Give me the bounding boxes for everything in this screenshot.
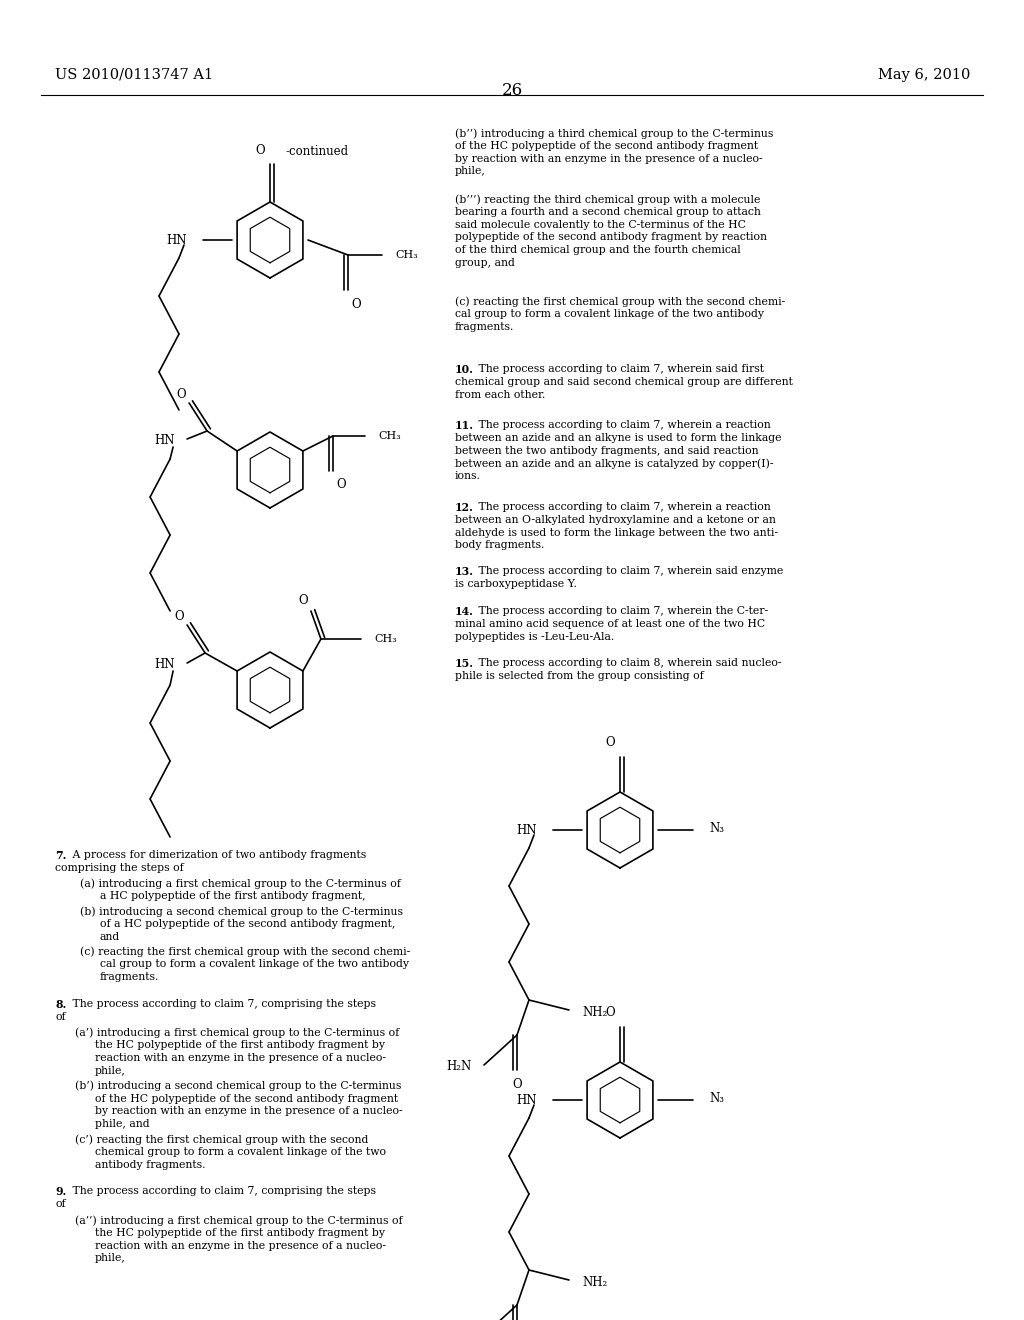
Text: bearing a fourth and a second chemical group to attach: bearing a fourth and a second chemical g… [455,207,761,216]
Text: (c) reacting the first chemical group with the second chemi-: (c) reacting the first chemical group wi… [80,946,411,957]
Text: body fragments.: body fragments. [455,540,545,550]
Text: (c’) reacting the first chemical group with the second: (c’) reacting the first chemical group w… [75,1134,369,1144]
Text: between an azide and an alkyne is used to form the linkage: between an azide and an alkyne is used t… [455,433,781,442]
Text: phile,: phile, [95,1254,126,1263]
Text: (b) introducing a second chemical group to the C-terminus: (b) introducing a second chemical group … [80,907,403,917]
Text: HN: HN [155,434,175,447]
Text: comprising the steps of: comprising the steps of [55,863,183,873]
Text: O: O [512,1077,522,1090]
Text: (b’’) introducing a third chemical group to the C-terminus: (b’’) introducing a third chemical group… [455,128,773,139]
Text: CH₃: CH₃ [374,634,396,644]
Text: fragments.: fragments. [455,322,514,331]
Text: of the HC polypeptide of the second antibody fragment: of the HC polypeptide of the second anti… [455,141,758,150]
Text: 8.: 8. [55,999,67,1010]
Text: and: and [100,932,120,941]
Text: phile, and: phile, and [95,1119,150,1129]
Text: minal amino acid sequence of at least one of the two HC: minal amino acid sequence of at least on… [455,619,765,628]
Text: N₃: N₃ [709,1092,724,1105]
Text: fragments.: fragments. [100,973,160,982]
Text: HN: HN [516,824,537,837]
Text: The process according to claim 7, wherein the C-ter-: The process according to claim 7, wherei… [475,606,768,616]
Text: The process according to claim 7, comprising the steps: The process according to claim 7, compri… [69,1187,376,1196]
Text: O: O [351,297,360,310]
Text: The process according to claim 7, wherein said enzyme: The process according to claim 7, wherei… [475,566,783,576]
Text: aldehyde is used to form the linkage between the two anti-: aldehyde is used to form the linkage bet… [455,528,778,537]
Text: said molecule covalently to the C-terminus of the HC: said molecule covalently to the C-termin… [455,219,745,230]
Text: is carboxypeptidase Y.: is carboxypeptidase Y. [455,578,577,589]
Text: 14.: 14. [455,606,474,616]
Text: H₂N: H₂N [446,1060,472,1073]
Text: HN: HN [516,1093,537,1106]
Text: The process according to claim 7, comprising the steps: The process according to claim 7, compri… [69,999,376,1008]
Text: (b’’’) reacting the third chemical group with a molecule: (b’’’) reacting the third chemical group… [455,194,761,205]
Text: HN: HN [167,234,187,247]
Text: the HC polypeptide of the first antibody fragment by: the HC polypeptide of the first antibody… [95,1228,385,1238]
Text: antibody fragments.: antibody fragments. [95,1159,206,1170]
Text: The process according to claim 7, wherein a reaction: The process according to claim 7, wherei… [475,420,771,430]
Text: 7.: 7. [55,850,67,861]
Text: group, and: group, and [455,257,515,268]
Text: the HC polypeptide of the first antibody fragment by: the HC polypeptide of the first antibody… [95,1040,385,1051]
Text: 13.: 13. [455,566,474,577]
Text: NH₂: NH₂ [582,1275,607,1288]
Text: The process according to claim 8, wherein said nucleo-: The process according to claim 8, wherei… [475,657,781,668]
Text: reaction with an enzyme in the presence of a nucleo-: reaction with an enzyme in the presence … [95,1241,386,1250]
Text: between the two antibody fragments, and said reaction: between the two antibody fragments, and … [455,446,759,455]
Text: O: O [336,479,346,491]
Text: polypeptide of the second antibody fragment by reaction: polypeptide of the second antibody fragm… [455,232,767,243]
Text: of the third chemical group and the fourth chemical: of the third chemical group and the four… [455,246,740,255]
Text: 15.: 15. [455,657,474,669]
Text: 9.: 9. [55,1187,67,1197]
Text: O: O [176,388,186,401]
Text: of: of [55,1012,66,1022]
Text: CH₃: CH₃ [378,432,400,441]
Text: O: O [174,610,184,623]
Text: ions.: ions. [455,471,481,482]
Text: phile is selected from the group consisting of: phile is selected from the group consist… [455,671,703,681]
Text: by reaction with an enzyme in the presence of a nucleo-: by reaction with an enzyme in the presen… [455,153,763,164]
Text: O: O [298,594,308,607]
Text: (a’’) introducing a first chemical group to the C-terminus of: (a’’) introducing a first chemical group… [75,1214,402,1225]
Text: of a HC polypeptide of the second antibody fragment,: of a HC polypeptide of the second antibo… [100,919,395,929]
Text: The process according to claim 7, wherein a reaction: The process according to claim 7, wherei… [475,502,771,512]
Text: a HC polypeptide of the first antibody fragment,: a HC polypeptide of the first antibody f… [100,891,366,902]
Text: chemical group and said second chemical group are different: chemical group and said second chemical … [455,376,793,387]
Text: 12.: 12. [455,502,474,513]
Text: phile,: phile, [455,166,485,177]
Text: O: O [605,737,614,750]
Text: (c) reacting the first chemical group with the second chemi-: (c) reacting the first chemical group wi… [455,296,785,306]
Text: between an O-alkylated hydroxylamine and a ketone or an: between an O-alkylated hydroxylamine and… [455,515,776,525]
Text: reaction with an enzyme in the presence of a nucleo-: reaction with an enzyme in the presence … [95,1053,386,1063]
Text: NH₂: NH₂ [582,1006,607,1019]
Text: cal group to form a covalent linkage of the two antibody: cal group to form a covalent linkage of … [100,960,409,969]
Text: (b’) introducing a second chemical group to the C-terminus: (b’) introducing a second chemical group… [75,1081,401,1092]
Text: -continued: -continued [285,145,348,158]
Text: A process for dimerization of two antibody fragments: A process for dimerization of two antibo… [69,850,367,861]
Text: May 6, 2010: May 6, 2010 [878,69,970,82]
Text: O: O [255,144,265,157]
Text: CH₃: CH₃ [395,249,418,260]
Text: HN: HN [155,659,175,672]
Text: US 2010/0113747 A1: US 2010/0113747 A1 [55,69,213,82]
Text: 11.: 11. [455,420,474,432]
Text: from each other.: from each other. [455,389,546,400]
Text: The process according to claim 7, wherein said first: The process according to claim 7, wherei… [475,364,764,374]
Text: (a’) introducing a first chemical group to the C-terminus of: (a’) introducing a first chemical group … [75,1027,399,1038]
Text: O: O [605,1006,614,1019]
Text: between an azide and an alkyne is catalyzed by copper(I)-: between an azide and an alkyne is cataly… [455,458,773,469]
Text: of: of [55,1199,66,1209]
Text: cal group to form a covalent linkage of the two antibody: cal group to form a covalent linkage of … [455,309,764,319]
Text: N₃: N₃ [709,821,724,834]
Text: by reaction with an enzyme in the presence of a nucleo-: by reaction with an enzyme in the presen… [95,1106,402,1117]
Text: (a) introducing a first chemical group to the C-terminus of: (a) introducing a first chemical group t… [80,879,400,890]
Text: of the HC polypeptide of the second antibody fragment: of the HC polypeptide of the second anti… [95,1093,398,1104]
Text: polypeptides is -Leu-Leu-Ala.: polypeptides is -Leu-Leu-Ala. [455,631,614,642]
Text: 26: 26 [502,82,522,99]
Text: phile,: phile, [95,1067,126,1076]
Text: 10.: 10. [455,364,474,375]
Text: chemical group to form a covalent linkage of the two: chemical group to form a covalent linkag… [95,1147,386,1156]
